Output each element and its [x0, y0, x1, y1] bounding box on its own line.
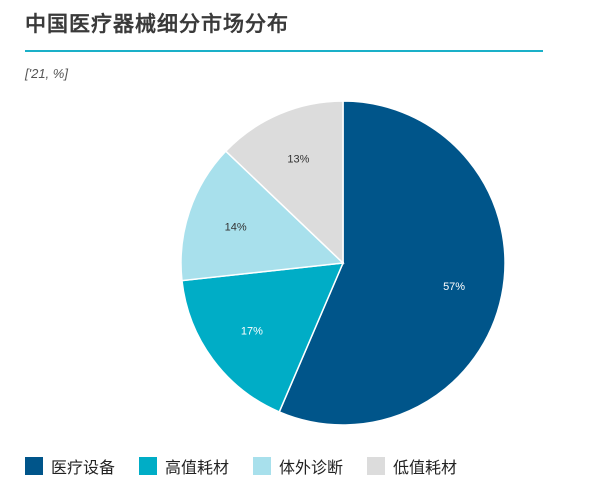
slice-high-value-consumables: [181, 262, 345, 413]
data-label: 17%: [241, 326, 263, 338]
data-label: 14%: [225, 222, 247, 234]
title-divider: [25, 50, 543, 52]
legend-item-ivd: 体外诊断: [253, 454, 343, 478]
legend-label: 低值耗材: [393, 458, 458, 477]
legend-item-medical-equipment: 医疗设备: [25, 454, 115, 478]
pie-slices: [180, 100, 506, 426]
pie-data-labels: 57% 17% 14% 13%: [225, 154, 466, 338]
legend-item-low-value-consumables: 低值耗材: [367, 454, 457, 478]
legend-label: 高值耗材: [165, 458, 230, 477]
legend-item-high-value-consumables: 高值耗材: [139, 454, 229, 478]
pie-chart: 57% 17% 14% 13%: [180, 100, 506, 426]
legend-swatch: [25, 457, 43, 475]
slice-medical-equipment: [278, 100, 506, 426]
chart-legend: 医疗设备 高值耗材 体外诊断 低值耗材: [25, 454, 481, 478]
legend-swatch: [367, 457, 386, 475]
data-label: 13%: [287, 154, 309, 166]
data-label: 57%: [443, 281, 465, 293]
legend-label: 体外诊断: [279, 458, 344, 477]
slice-ivd: [180, 150, 345, 282]
legend-swatch: [253, 457, 272, 475]
legend-swatch: [139, 457, 158, 475]
chart-subtitle: ['21, %]: [25, 66, 68, 81]
chart-title: 中国医疗器械细分市场分布: [25, 12, 289, 36]
legend-label: 医疗设备: [51, 458, 116, 477]
slice-low-value-consumables: [224, 100, 344, 265]
